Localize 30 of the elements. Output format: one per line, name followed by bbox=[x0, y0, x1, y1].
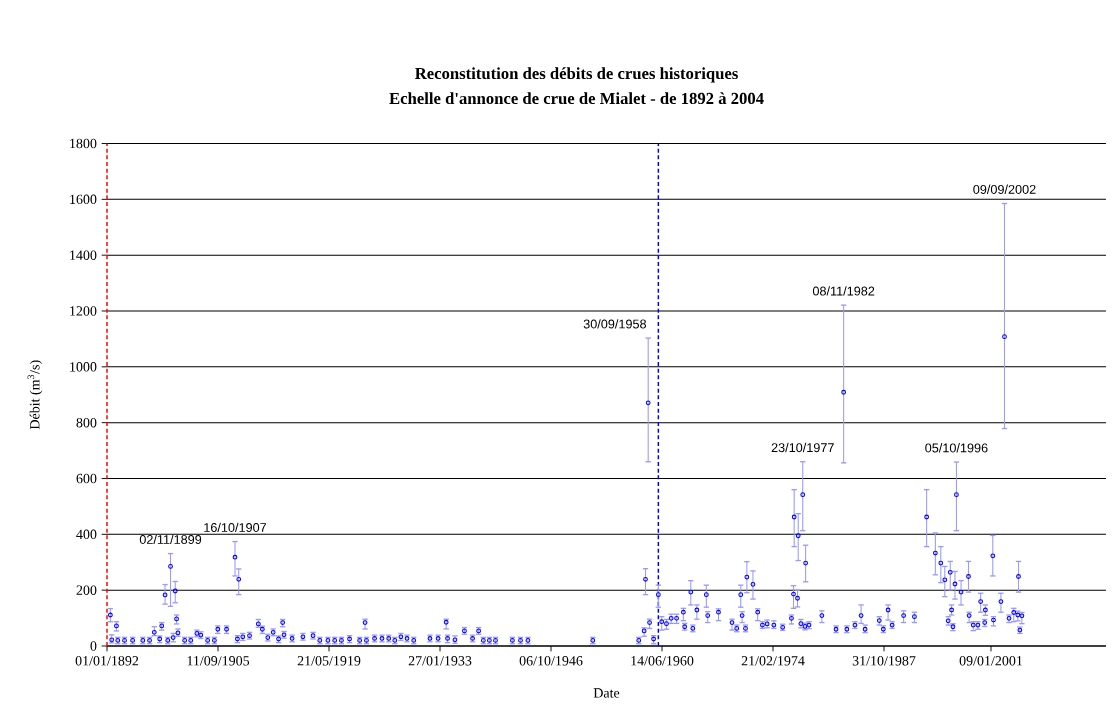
annotation: 23/10/1977 bbox=[771, 442, 834, 453]
x-axis-title: Date bbox=[593, 688, 620, 698]
x-tick-label: 09/01/2001 bbox=[959, 656, 1023, 666]
y-tick-label: 400 bbox=[76, 529, 97, 540]
x-tick-label: 06/10/1946 bbox=[519, 656, 583, 666]
annotation: 02/11/1899 bbox=[139, 534, 202, 544]
y-tick-label: 1200 bbox=[70, 306, 97, 316]
x-tick-label: 01/01/1892 bbox=[75, 656, 139, 666]
x-tick-label: 31/10/1987 bbox=[852, 656, 916, 666]
x-tick-label: 14/06/1960 bbox=[631, 656, 694, 666]
y-tick-label: 600 bbox=[76, 473, 97, 484]
annotation: 30/09/1958 bbox=[583, 319, 647, 329]
y-tick-label: 800 bbox=[76, 417, 97, 428]
y-tick-label: 1600 bbox=[70, 194, 97, 205]
annotation: 16/10/1907 bbox=[204, 522, 267, 532]
chart-subtitle: Echelle d'annonce de crue de Mialet - de 1892 à 2004 bbox=[389, 92, 764, 105]
y-tick-label: 200 bbox=[76, 585, 97, 595]
y-axis-title: Débit (m$^{3}$/s) bbox=[27, 360, 43, 430]
annotation: 09/09/2002 bbox=[973, 184, 1036, 194]
y-tick-label: 1400 bbox=[70, 250, 97, 260]
y-tick-label: 0 bbox=[90, 641, 97, 651]
x-tick-label: 11/09/1905 bbox=[187, 656, 250, 666]
annotation: 08/11/1982 bbox=[812, 286, 875, 296]
x-tick-label: 27/01/1933 bbox=[408, 656, 472, 666]
annotation: 05/10/1996 bbox=[925, 443, 988, 453]
y-tick-label: 1800 bbox=[70, 138, 97, 149]
chart-title: Reconstitution des débits de crues historiques bbox=[415, 67, 738, 83]
y-tick-label: 1000 bbox=[70, 362, 97, 372]
x-tick-label: 21/02/1974 bbox=[741, 656, 805, 666]
x-tick-label: 21/05/1919 bbox=[297, 656, 361, 666]
